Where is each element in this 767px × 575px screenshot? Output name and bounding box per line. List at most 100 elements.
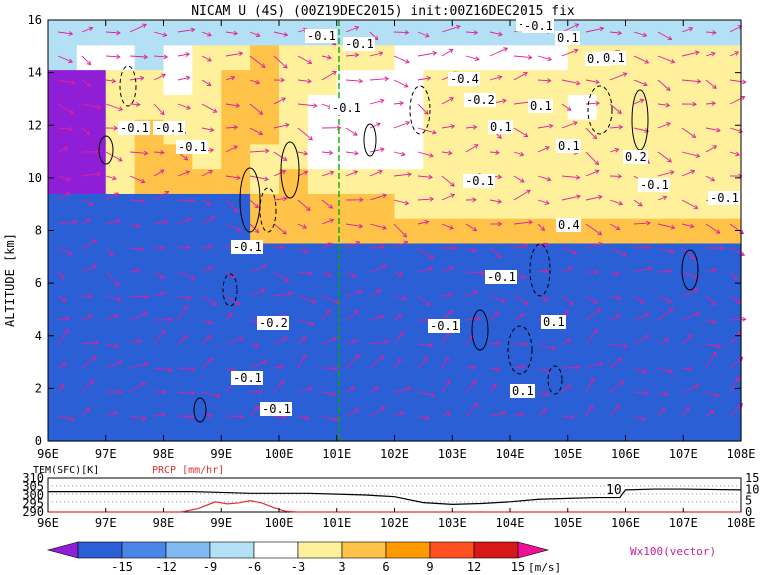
wind-vector-head bbox=[664, 338, 670, 344]
precip-tick-label: 5 bbox=[745, 494, 752, 508]
wind-vector-head bbox=[711, 319, 717, 324]
wind-vector-head bbox=[160, 245, 166, 251]
wind-vector bbox=[513, 55, 532, 59]
wind-vector-head bbox=[399, 331, 404, 336]
wind-vector bbox=[201, 216, 216, 225]
wind-vector-head bbox=[623, 343, 628, 349]
wind-vector bbox=[393, 31, 409, 33]
wind-vector bbox=[369, 31, 379, 41]
contour-label-bg bbox=[708, 191, 740, 205]
wind-vector-head bbox=[711, 300, 717, 306]
contour-label-bg bbox=[601, 51, 626, 65]
heatmap-cell bbox=[394, 168, 424, 194]
wind-vector-head bbox=[712, 84, 717, 89]
wind-vector-head bbox=[615, 225, 621, 231]
wind-vector bbox=[345, 79, 363, 82]
wind-vector bbox=[129, 199, 145, 202]
wind-vector-head bbox=[617, 173, 623, 179]
heatmap-cell bbox=[394, 143, 424, 170]
heatmap-cell bbox=[163, 94, 193, 120]
wind-vector-head bbox=[227, 312, 233, 317]
heatmap-cell bbox=[365, 317, 396, 343]
wind-vector bbox=[177, 367, 195, 370]
wind-vector-head bbox=[429, 196, 435, 202]
wind-vector-head bbox=[208, 170, 214, 175]
precip-label: PRCP [mm/hr] bbox=[152, 465, 224, 476]
heatmap-cell bbox=[307, 366, 338, 393]
wind-vector bbox=[489, 342, 501, 345]
wind-vector-head bbox=[190, 198, 195, 204]
heatmap-cell bbox=[76, 193, 107, 219]
wind-vector bbox=[489, 47, 508, 57]
wind-vector bbox=[633, 295, 644, 304]
wind-vector bbox=[201, 127, 214, 131]
wind-vector bbox=[105, 220, 121, 225]
wind-vector-head bbox=[380, 406, 386, 411]
wind-vector-head bbox=[566, 384, 572, 390]
wind-vector bbox=[561, 247, 577, 254]
wind-vector-head bbox=[621, 252, 627, 257]
wind-vector-head bbox=[183, 335, 188, 340]
heatmap-cell bbox=[250, 69, 280, 95]
wind-vector bbox=[177, 335, 188, 345]
contour-label: -0.1 bbox=[120, 121, 149, 135]
wind-vector bbox=[369, 170, 383, 177]
wind-vector bbox=[273, 366, 284, 369]
wind-vector bbox=[129, 175, 145, 183]
wind-vector-head bbox=[116, 54, 121, 60]
contour-line bbox=[193, 397, 207, 423]
wind-vector bbox=[417, 343, 433, 347]
wind-vector-head bbox=[429, 152, 434, 158]
wind-vector-head bbox=[68, 58, 74, 64]
wind-vector bbox=[681, 127, 696, 138]
wind-vector bbox=[177, 247, 190, 249]
wind-vector bbox=[441, 330, 451, 345]
wind-vector-head bbox=[526, 189, 531, 195]
heatmap-cell bbox=[538, 193, 569, 219]
wind-vector bbox=[465, 31, 478, 34]
precip-tick-label: 15 bbox=[745, 471, 759, 485]
wind-vector bbox=[729, 79, 746, 83]
heatmap-cell bbox=[76, 143, 107, 170]
wind-vector-head bbox=[709, 409, 715, 415]
wind-vector-head bbox=[96, 171, 102, 177]
wind-vector bbox=[273, 380, 285, 393]
wind-vector bbox=[537, 408, 547, 417]
wind-vector bbox=[153, 55, 168, 58]
wind-vector bbox=[81, 79, 91, 87]
wind-vector bbox=[297, 127, 313, 141]
wind-vector-head bbox=[209, 147, 215, 153]
wind-vector bbox=[729, 271, 738, 280]
contour-label-bg bbox=[260, 402, 292, 416]
y-tick-label: 16 bbox=[28, 13, 42, 27]
wind-vector bbox=[225, 103, 240, 107]
wind-vector bbox=[297, 199, 311, 211]
wind-vector-head bbox=[94, 340, 100, 346]
contour-label: -0.1 bbox=[233, 240, 262, 254]
wind-vector-head bbox=[60, 274, 65, 280]
wind-vector-head bbox=[544, 200, 550, 205]
heatmap-cell bbox=[76, 317, 107, 343]
heatmap-cell bbox=[596, 20, 627, 46]
heatmap-cell bbox=[307, 416, 338, 442]
wind-vector-head bbox=[446, 411, 452, 417]
wind-vector-head bbox=[498, 31, 503, 37]
wind-vector bbox=[297, 271, 313, 275]
wind-vector bbox=[225, 415, 243, 417]
heatmap-cell bbox=[163, 44, 193, 71]
wind-vector bbox=[129, 55, 148, 58]
wind-vector bbox=[321, 171, 334, 177]
wind-vector bbox=[369, 99, 384, 105]
wind-vector-head bbox=[575, 80, 581, 86]
bottom-x-tick-label: 101E bbox=[322, 516, 351, 530]
wind-vector-head bbox=[519, 178, 525, 183]
wind-vector bbox=[705, 145, 717, 153]
wind-vector bbox=[225, 223, 241, 232]
wind-vector-head bbox=[281, 169, 287, 175]
wind-vector bbox=[273, 197, 287, 201]
wind-vector bbox=[537, 125, 553, 129]
wind-vector-head bbox=[312, 103, 318, 109]
wind-vector-head bbox=[670, 224, 676, 230]
heatmap-cell bbox=[423, 44, 453, 71]
wind-vector-head bbox=[382, 264, 387, 270]
